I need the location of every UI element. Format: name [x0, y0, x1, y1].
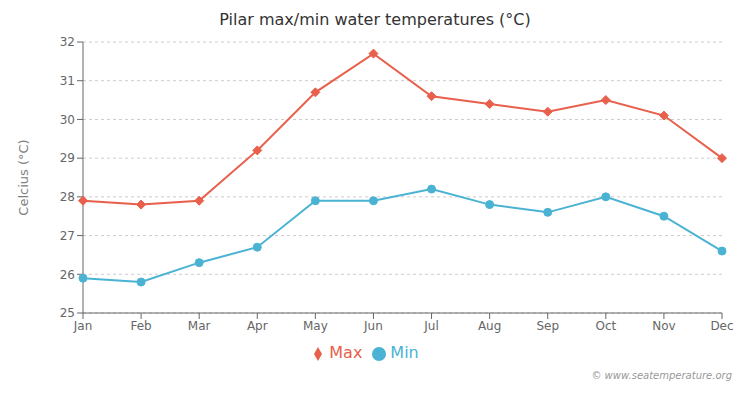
svg-text:32: 32 — [60, 35, 75, 49]
svg-text:May: May — [303, 319, 328, 333]
svg-text:Aug: Aug — [478, 319, 501, 333]
html-text:Min: Min — [390, 343, 419, 362]
svg-text:Dec: Dec — [710, 319, 733, 333]
svg-text:Sep: Sep — [536, 319, 559, 333]
svg-text:Mar: Mar — [188, 319, 211, 333]
svg-text:29: 29 — [60, 151, 75, 165]
svg-text:Jan: Jan — [73, 319, 93, 333]
svg-text:Celcius (°C): Celcius (°C) — [16, 139, 31, 215]
svg-text:Oct: Oct — [595, 319, 616, 333]
svg-text:30: 30 — [60, 113, 75, 127]
html-text:Max: Max — [329, 343, 363, 362]
svg-text:31: 31 — [60, 74, 75, 88]
html-text:Pilar max/min water temperatur: Pilar max/min water temperatures (°C) — [219, 10, 531, 29]
svg-text:Jun: Jun — [363, 319, 383, 333]
html-text:© www.seatemperature.org: © www.seatemperature.org — [591, 370, 732, 381]
svg-text:Jul: Jul — [423, 319, 438, 333]
svg-text:28: 28 — [60, 190, 75, 204]
svg-text:Apr: Apr — [247, 319, 268, 333]
svg-text:Feb: Feb — [130, 319, 151, 333]
svg-text:27: 27 — [60, 229, 75, 243]
svg-text:25: 25 — [60, 306, 75, 320]
svg-text:26: 26 — [60, 268, 75, 282]
svg-text:Nov: Nov — [652, 319, 675, 333]
